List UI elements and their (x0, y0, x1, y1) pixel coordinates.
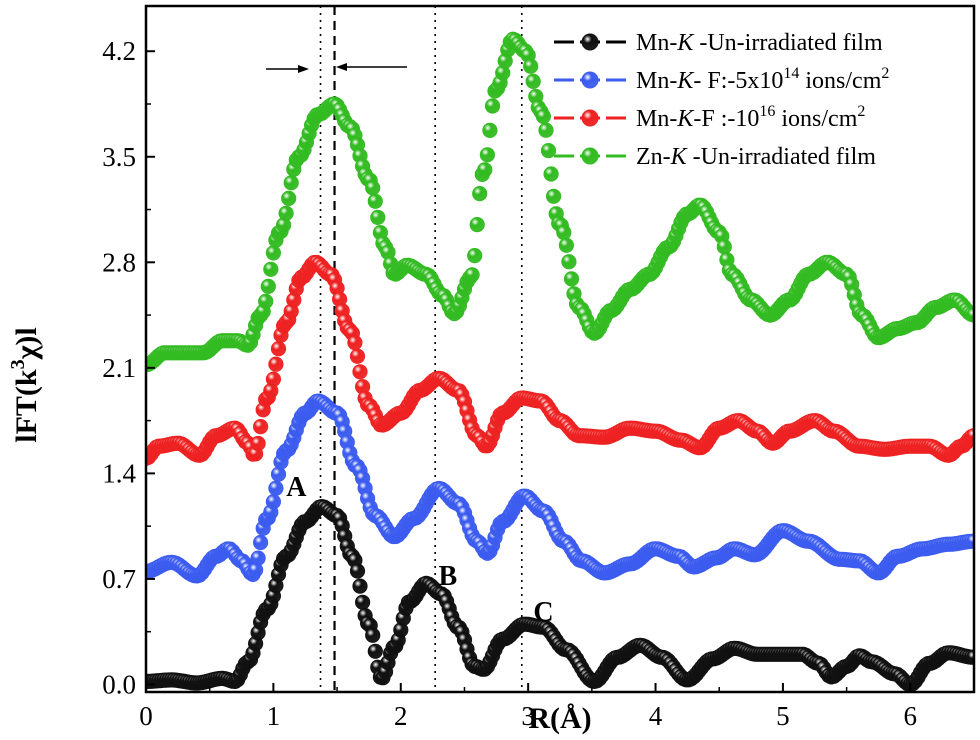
data-point (467, 248, 483, 264)
data-point (477, 162, 493, 178)
legend-label: Mn-K -Un-irradiated film (636, 30, 883, 56)
series-3 (146, 31, 974, 373)
data-point (347, 334, 363, 351)
data-point (260, 278, 276, 294)
legend-item: Zn-K -Un-irradiated film (554, 144, 876, 170)
peak-label: B (439, 561, 458, 592)
data-point (349, 348, 366, 364)
series-layer (146, 31, 974, 692)
data-point (365, 627, 381, 643)
data-point (523, 58, 539, 74)
data-point (472, 186, 488, 202)
data-point (545, 188, 562, 204)
peak-label: C (533, 597, 553, 628)
data-point (464, 267, 480, 283)
data-point (716, 239, 732, 255)
data-point (352, 364, 368, 380)
reference-lines (319, 6, 523, 692)
legend-item: Mn-K -Un-irradiated film (554, 30, 883, 56)
data-point (250, 435, 266, 452)
x-tick-label: 5 (776, 701, 790, 731)
y-tick-label: 0.7 (102, 564, 136, 594)
data-point (265, 494, 281, 510)
axis-ticks: 0 1 2 3 4 5 6 0.0 0.7 1.4 2.1 2.8 3.5 4.2 (102, 36, 917, 731)
data-point (258, 293, 274, 309)
y-tick-label: 3.5 (102, 142, 136, 172)
y-tick-label: 2.8 (102, 247, 136, 277)
legend-marker (581, 71, 599, 89)
shift-arrows (266, 63, 407, 73)
legend-marker (581, 109, 599, 127)
x-axis-title: R(Å) (528, 702, 591, 735)
x-tick-label: 1 (267, 701, 281, 731)
series-1 (146, 393, 974, 584)
x-tick-label: 4 (649, 701, 663, 731)
legend: Mn-K -Un-irradiated film Mn-K- F:-5x1014 … (554, 30, 889, 170)
legend-label: Mn-K- F:-5x1014 ions/cm2 (636, 65, 889, 94)
legend-label: Zn-K -Un-irradiated film (636, 144, 876, 170)
peak-annotations: A B C (286, 472, 553, 628)
x-tick-label: 3 (521, 701, 535, 731)
data-point (278, 205, 294, 221)
peak-label: A (286, 472, 307, 503)
data-point (482, 122, 498, 138)
data-point (281, 190, 297, 206)
legend-label: Mn-K-F :-1016 ions/cm2 (636, 103, 865, 132)
data-point (535, 108, 552, 125)
data-point (561, 254, 577, 270)
data-point (484, 98, 501, 114)
data-point (265, 371, 281, 387)
plot-frame (144, 4, 976, 694)
data-point (263, 261, 279, 277)
y-axis-title: lFT(k3χ)l (7, 327, 43, 443)
legend-item: Mn-K-F :-1016 ions/cm2 (554, 103, 865, 132)
data-point (538, 122, 554, 138)
data-point (370, 209, 386, 225)
legend-marker (581, 33, 599, 51)
data-point (283, 175, 299, 191)
data-point (479, 147, 495, 163)
data-point (367, 193, 383, 209)
x-tick-label: 6 (904, 701, 918, 731)
data-point (253, 418, 269, 435)
data-point (525, 73, 541, 90)
data-point (349, 563, 366, 579)
data-point (469, 217, 485, 233)
data-point (563, 271, 580, 287)
data-point (265, 245, 281, 261)
data-point (543, 166, 559, 182)
x-tick-label: 0 (139, 701, 153, 731)
legend-marker (581, 147, 599, 165)
y-tick-label: 4.2 (102, 36, 136, 66)
series-0 (146, 498, 974, 692)
data-point (268, 356, 284, 372)
data-point (558, 237, 575, 253)
data-point (367, 643, 383, 659)
x-tick-label: 2 (394, 701, 408, 731)
data-point (270, 341, 287, 357)
data-point (253, 534, 269, 551)
y-tick-label: 1.4 (102, 458, 136, 488)
y-tick-label: 0.0 (102, 669, 136, 699)
data-point (365, 180, 381, 196)
data-point (540, 143, 557, 159)
legend-item: Mn-K- F:-5x1014 ions/cm2 (554, 65, 889, 94)
y-tick-label: 2.1 (102, 353, 136, 383)
data-point (352, 578, 368, 594)
data-point (268, 480, 284, 496)
data-point (354, 594, 371, 610)
data-point (250, 550, 266, 566)
series-2 (146, 254, 974, 466)
data-point (556, 224, 572, 241)
